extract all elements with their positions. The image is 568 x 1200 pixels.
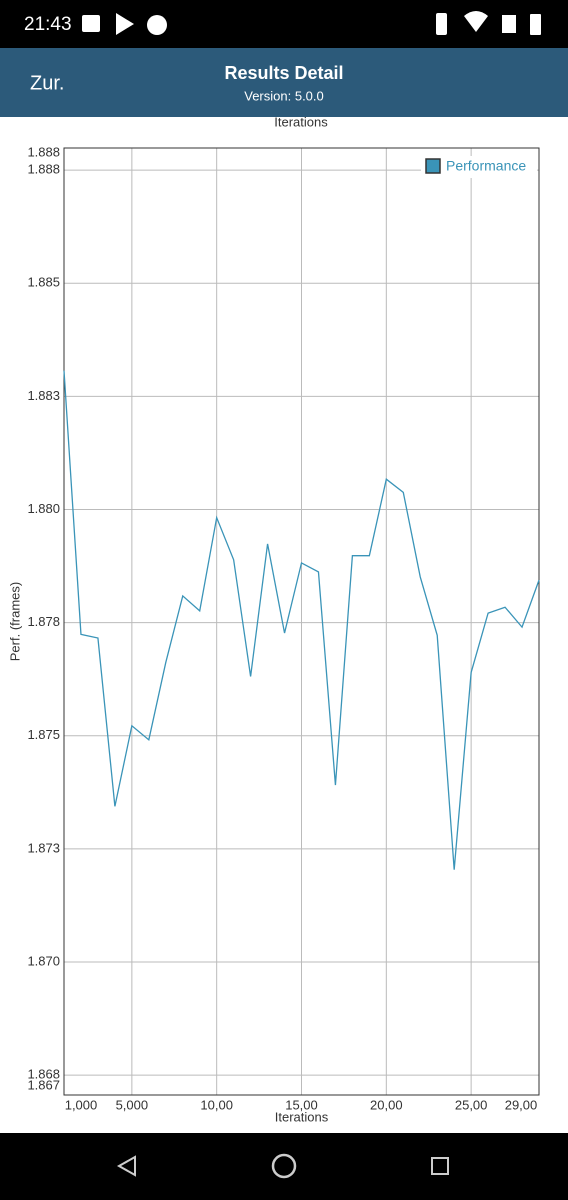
- y-tick-label: 1.875: [27, 727, 60, 742]
- app-header: [0, 48, 568, 117]
- plot-frame: [63, 147, 540, 1096]
- header-subtitle: Version: 5.0.0: [244, 88, 324, 103]
- y-tick-label: 1.888: [27, 144, 60, 159]
- x-tick-label: 25,00: [455, 1097, 488, 1112]
- y-tick-label: 1.873: [27, 840, 60, 855]
- y-tick-label: 1.878: [27, 614, 60, 629]
- x-tick-label: 15,00: [285, 1097, 318, 1112]
- y-tick-label: 1.868: [27, 1067, 60, 1082]
- nav-recents[interactable]: [431, 1157, 449, 1175]
- y-axis-label: Perf. (frames): [7, 582, 22, 661]
- back-button[interactable]: Zur.: [30, 72, 64, 94]
- y-tick-label: 1.888: [27, 162, 60, 177]
- status-icons: [82, 11, 541, 35]
- y-tick-label: 1.880: [27, 501, 60, 516]
- legend-swatch: [425, 158, 441, 174]
- y-tick-label: 1.867: [27, 1077, 60, 1092]
- nav-back[interactable]: [116, 1155, 136, 1177]
- legend-label: Performance: [446, 158, 526, 174]
- header-title: Results Detail: [224, 63, 343, 83]
- y-tick-label: 1.870: [27, 953, 60, 968]
- nav-bar: [0, 1133, 568, 1200]
- y-tick-label: 1.883: [27, 388, 60, 403]
- x-tick-label: 5,000: [116, 1097, 149, 1112]
- data-line: [63, 370, 540, 870]
- x-tick-label: 1,000: [65, 1097, 98, 1112]
- legend-box: [421, 156, 537, 178]
- x-tick-label: 29,00: [505, 1097, 538, 1112]
- nav-home[interactable]: [271, 1153, 297, 1179]
- y-tick-label: 1.885: [27, 275, 60, 290]
- x-tick-label: 20,00: [370, 1097, 403, 1112]
- status-time: 21:43: [24, 14, 72, 35]
- x-axis-label: Iterations: [275, 1109, 329, 1124]
- x-tick-label: 10,00: [200, 1097, 233, 1112]
- previous-x-label: Iterations: [274, 114, 328, 129]
